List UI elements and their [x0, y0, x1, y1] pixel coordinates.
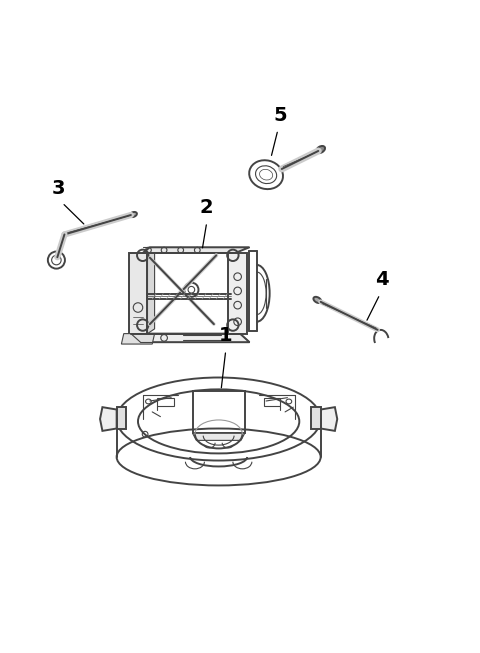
Text: 1: 1	[219, 326, 233, 345]
Ellipse shape	[313, 297, 321, 303]
Polygon shape	[311, 407, 321, 428]
Text: 4: 4	[375, 270, 389, 289]
Polygon shape	[192, 433, 245, 440]
Polygon shape	[143, 247, 250, 253]
Ellipse shape	[316, 146, 325, 153]
Polygon shape	[100, 407, 117, 431]
Polygon shape	[121, 334, 155, 344]
Polygon shape	[228, 253, 247, 334]
Polygon shape	[117, 407, 126, 428]
Polygon shape	[321, 407, 337, 431]
Polygon shape	[147, 248, 155, 334]
Text: 3: 3	[52, 179, 65, 198]
Ellipse shape	[130, 212, 137, 217]
Text: 5: 5	[274, 106, 287, 125]
Text: 2: 2	[200, 199, 214, 217]
Polygon shape	[129, 253, 147, 334]
Polygon shape	[131, 334, 250, 342]
